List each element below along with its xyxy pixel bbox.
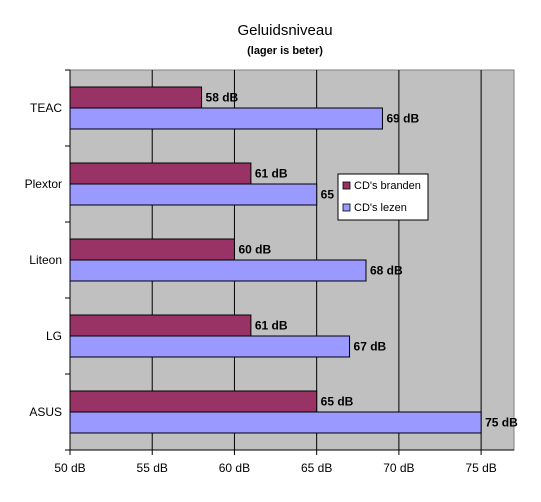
data-label-lezen-liteon: 68 dB <box>370 264 403 278</box>
legend-box <box>337 173 429 221</box>
legend-label-lezen: CD's lezen <box>354 202 407 214</box>
data-label-branden-plextor: 61 dB <box>255 167 288 181</box>
legend-swatch-lezen <box>342 203 351 212</box>
data-labels: 58 dB 69 dB 61 dB 65 60 dB 68 dB 61 dB 67 dB 65 … <box>206 91 519 430</box>
data-label-lezen-plextor: 65 <box>321 188 335 202</box>
category-label-liteon: Liteon <box>29 253 62 267</box>
bar-lezen-asus <box>69 411 482 434</box>
data-label-lezen-teac: 69 dB <box>386 112 419 126</box>
category-label-plextor: Plextor <box>25 177 62 191</box>
bar-branden-plextor <box>69 162 252 185</box>
data-label-lezen-lg: 67 dB <box>354 340 387 354</box>
bar-lezen-liteon <box>69 259 367 282</box>
x-tick-label-75: 75 dB <box>465 461 496 475</box>
bar-branden-liteon <box>69 238 235 261</box>
legend-label-branden: CD's branden <box>354 180 421 192</box>
data-label-branden-asus: 65 dB <box>321 395 354 409</box>
chart-subtitle: (lager is beter) <box>247 45 323 57</box>
category-label-lg: LG <box>46 329 62 343</box>
chart-title: Geluidsniveau <box>237 22 332 39</box>
category-label-asus: ASUS <box>29 405 62 419</box>
legend-swatch-branden <box>342 181 351 190</box>
x-tick-label-65: 65 dB <box>301 461 332 475</box>
data-label-lezen-asus: 75 dB <box>485 416 518 430</box>
x-tick-label-55: 55 dB <box>137 461 168 475</box>
x-tick-label-60: 60 dB <box>219 461 250 475</box>
data-label-branden-liteon: 60 dB <box>238 243 271 257</box>
data-label-branden-lg: 61 dB <box>255 319 288 333</box>
bar-branden-asus <box>69 390 318 413</box>
axes: 50 dB 55 dB 60 dB 65 dB 70 dB 75 dB TEAC Plexto… <box>25 69 514 475</box>
category-label-teac: TEAC <box>30 101 62 115</box>
bar-branden-teac <box>69 86 203 109</box>
bar-lezen-lg <box>69 335 351 358</box>
x-tick-label-50: 50 dB <box>54 461 85 475</box>
data-label-branden-teac: 58 dB <box>206 91 239 105</box>
bars <box>69 86 482 434</box>
bar-branden-lg <box>69 314 252 337</box>
bar-lezen-teac <box>69 107 383 130</box>
legend: CD's branden CD's lezen <box>337 173 429 221</box>
bar-lezen-plextor <box>69 183 318 206</box>
x-tick-label-70: 70 dB <box>383 461 414 475</box>
